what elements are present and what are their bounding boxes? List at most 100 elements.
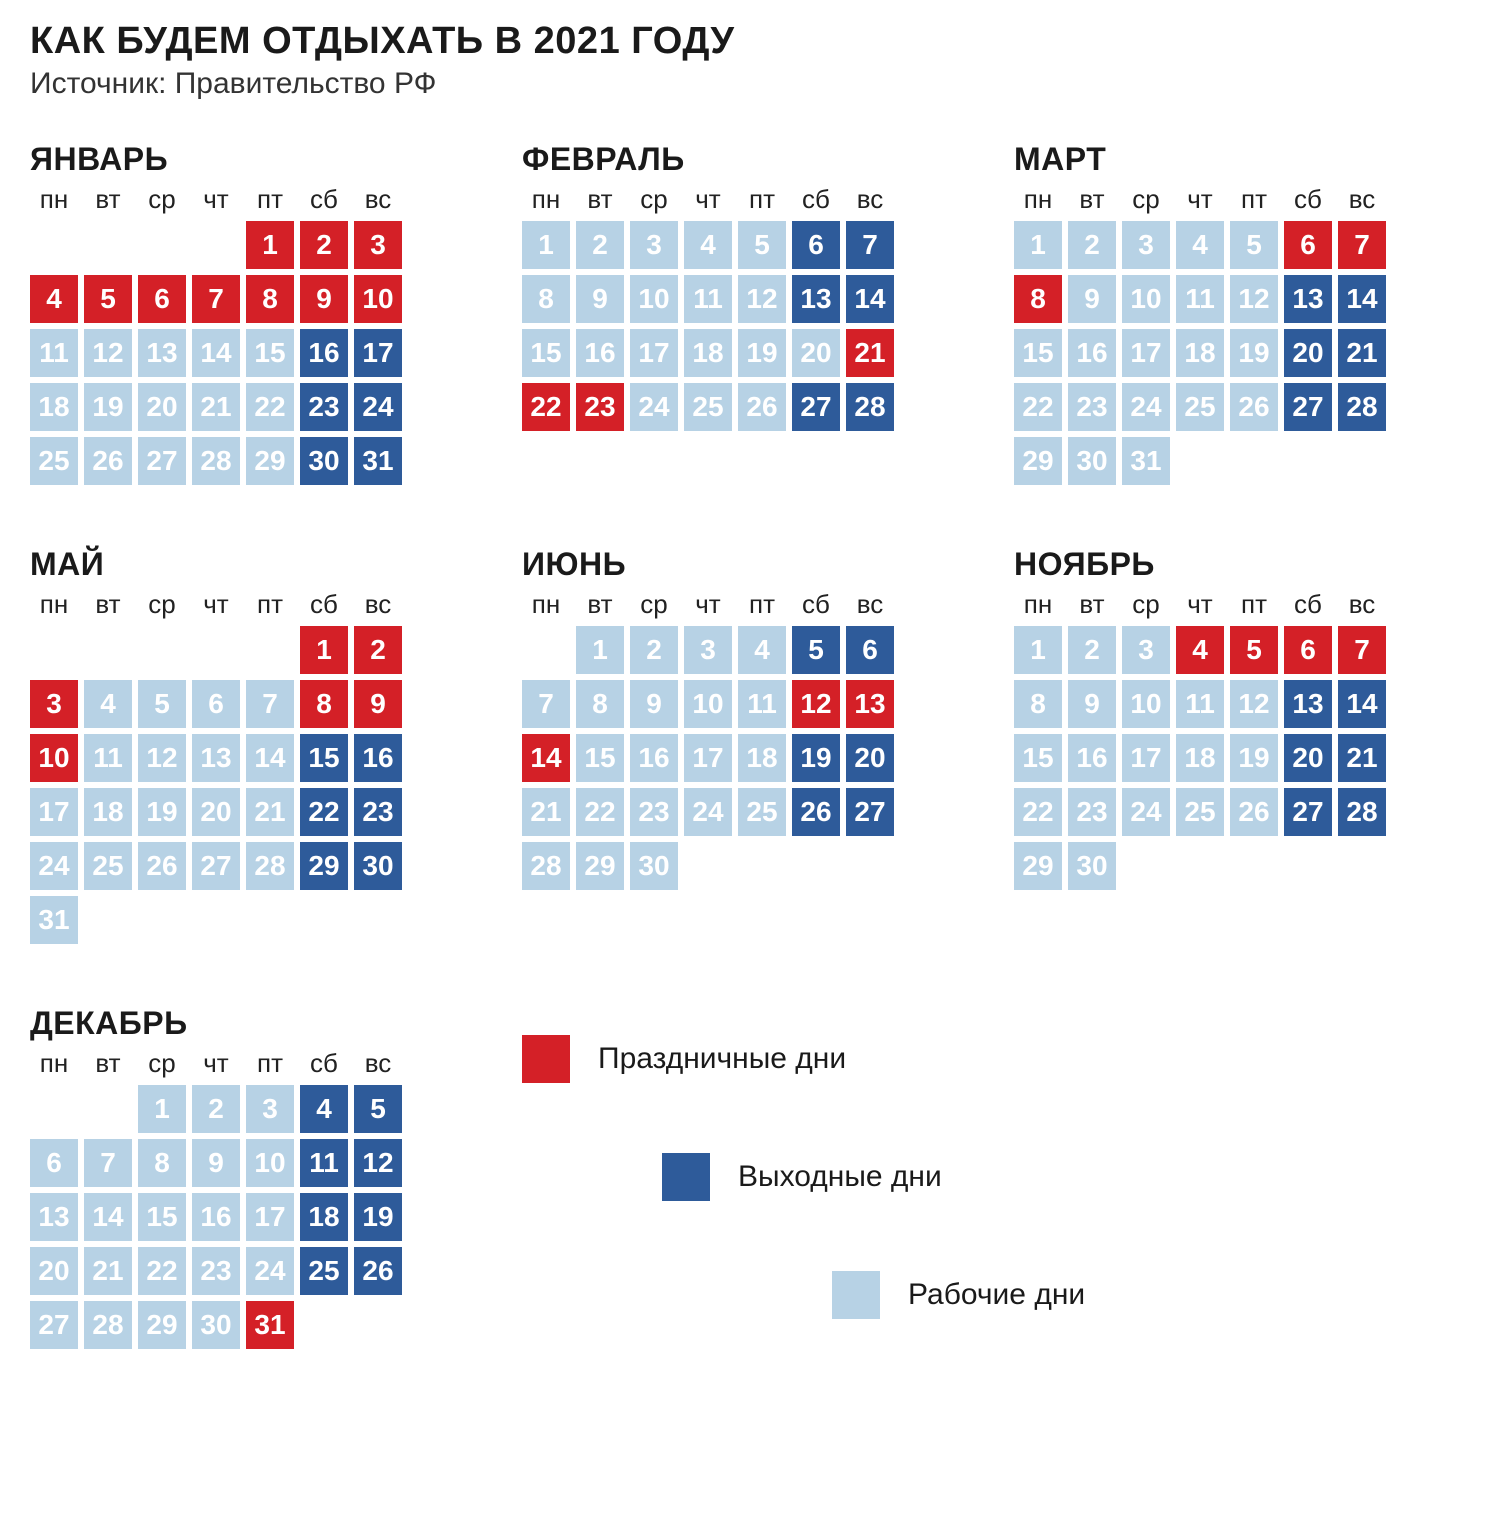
day-cell: 14 [246,734,294,782]
day-header: вт [576,184,624,215]
week-row: 25262728293031 [30,437,402,485]
month-name: ФЕВРАЛЬ [522,141,894,178]
day-cell: 25 [1176,383,1224,431]
day-empty [192,221,240,269]
day-header: пн [522,184,570,215]
day-empty [522,626,570,674]
day-cell: 6 [138,275,186,323]
day-cell: 24 [630,383,678,431]
day-cell: 25 [1176,788,1224,836]
day-header: ср [1122,589,1170,620]
day-empty [192,626,240,674]
day-header: чт [192,589,240,620]
day-cell: 11 [1176,680,1224,728]
month-name: ДЕКАБРЬ [30,1005,402,1042]
day-empty [1230,437,1278,485]
week-row: 123 [30,221,402,269]
day-header: пн [30,1048,78,1079]
day-header: вт [1068,184,1116,215]
week-row: 24252627282930 [30,842,402,890]
day-cell: 28 [192,437,240,485]
day-cell: 11 [84,734,132,782]
day-cell: 8 [300,680,348,728]
day-cell: 29 [300,842,348,890]
day-cell: 5 [1230,221,1278,269]
legend-label: Праздничные дни [598,1042,846,1076]
day-cell: 3 [30,680,78,728]
day-cell: 8 [1014,275,1062,323]
day-cell: 12 [138,734,186,782]
day-cell: 17 [354,329,402,377]
day-empty [738,842,786,890]
day-cell: 26 [792,788,840,836]
day-empty [300,1301,348,1349]
day-cell: 17 [1122,329,1170,377]
month-block: ЯНВАРЬпнвтсрчтптсбвс12345678910111213141… [30,141,402,491]
day-cell: 23 [300,383,348,431]
week-row: 10111213141516 [30,734,402,782]
day-cell: 4 [300,1085,348,1133]
day-cell: 24 [30,842,78,890]
day-cell: 23 [192,1247,240,1295]
day-cell: 22 [576,788,624,836]
day-empty [30,626,78,674]
day-cell: 13 [1284,680,1332,728]
day-header: вс [1338,589,1386,620]
week-row: 31 [30,896,402,944]
day-cell: 3 [354,221,402,269]
day-header-row: пнвтсрчтптсбвс [522,184,894,215]
day-empty [1284,437,1332,485]
legend-item: Праздничные дни [522,1035,1386,1083]
day-header: вс [846,589,894,620]
week-row: 12 [30,626,402,674]
week-row: 2930 [1014,842,1386,890]
day-empty [84,221,132,269]
day-header: сб [300,184,348,215]
day-header: ср [138,589,186,620]
day-cell: 25 [684,383,732,431]
week-row: 891011121314 [522,275,894,323]
day-header: чт [684,589,732,620]
day-cell: 1 [576,626,624,674]
day-cell: 2 [1068,626,1116,674]
day-cell: 28 [246,842,294,890]
day-cell: 26 [1230,788,1278,836]
day-header-row: пнвтсрчтптсбвс [522,589,894,620]
week-row: 293031 [1014,437,1386,485]
day-cell: 7 [1338,221,1386,269]
day-cell: 18 [30,383,78,431]
day-cell: 5 [354,1085,402,1133]
week-row: 14151617181920 [522,734,894,782]
day-cell: 19 [138,788,186,836]
day-empty [246,626,294,674]
day-cell: 29 [576,842,624,890]
day-cell: 23 [354,788,402,836]
day-cell: 23 [576,383,624,431]
day-cell: 4 [738,626,786,674]
day-cell: 13 [30,1193,78,1241]
day-cell: 11 [1176,275,1224,323]
day-cell: 2 [192,1085,240,1133]
day-empty [846,842,894,890]
day-empty [30,221,78,269]
day-cell: 12 [84,329,132,377]
day-cell: 3 [1122,221,1170,269]
day-cell: 5 [792,626,840,674]
day-cell: 27 [1284,788,1332,836]
week-row: 1234567 [1014,626,1386,674]
day-header: чт [684,184,732,215]
day-cell: 1 [522,221,570,269]
day-empty [1338,437,1386,485]
day-cell: 14 [84,1193,132,1241]
day-cell: 10 [630,275,678,323]
day-header: пн [30,184,78,215]
month-block: МАЙпнвтсрчтптсбвс12345678910111213141516… [30,546,402,950]
day-cell: 28 [1338,383,1386,431]
month-block: ФЕВРАЛЬпнвтсрчтптсбвс1234567891011121314… [522,141,894,491]
day-cell: 24 [246,1247,294,1295]
day-cell: 26 [354,1247,402,1295]
legend-swatch [522,1035,570,1083]
day-cell: 10 [246,1139,294,1187]
week-row: 22232425262728 [1014,788,1386,836]
day-cell: 4 [1176,221,1224,269]
